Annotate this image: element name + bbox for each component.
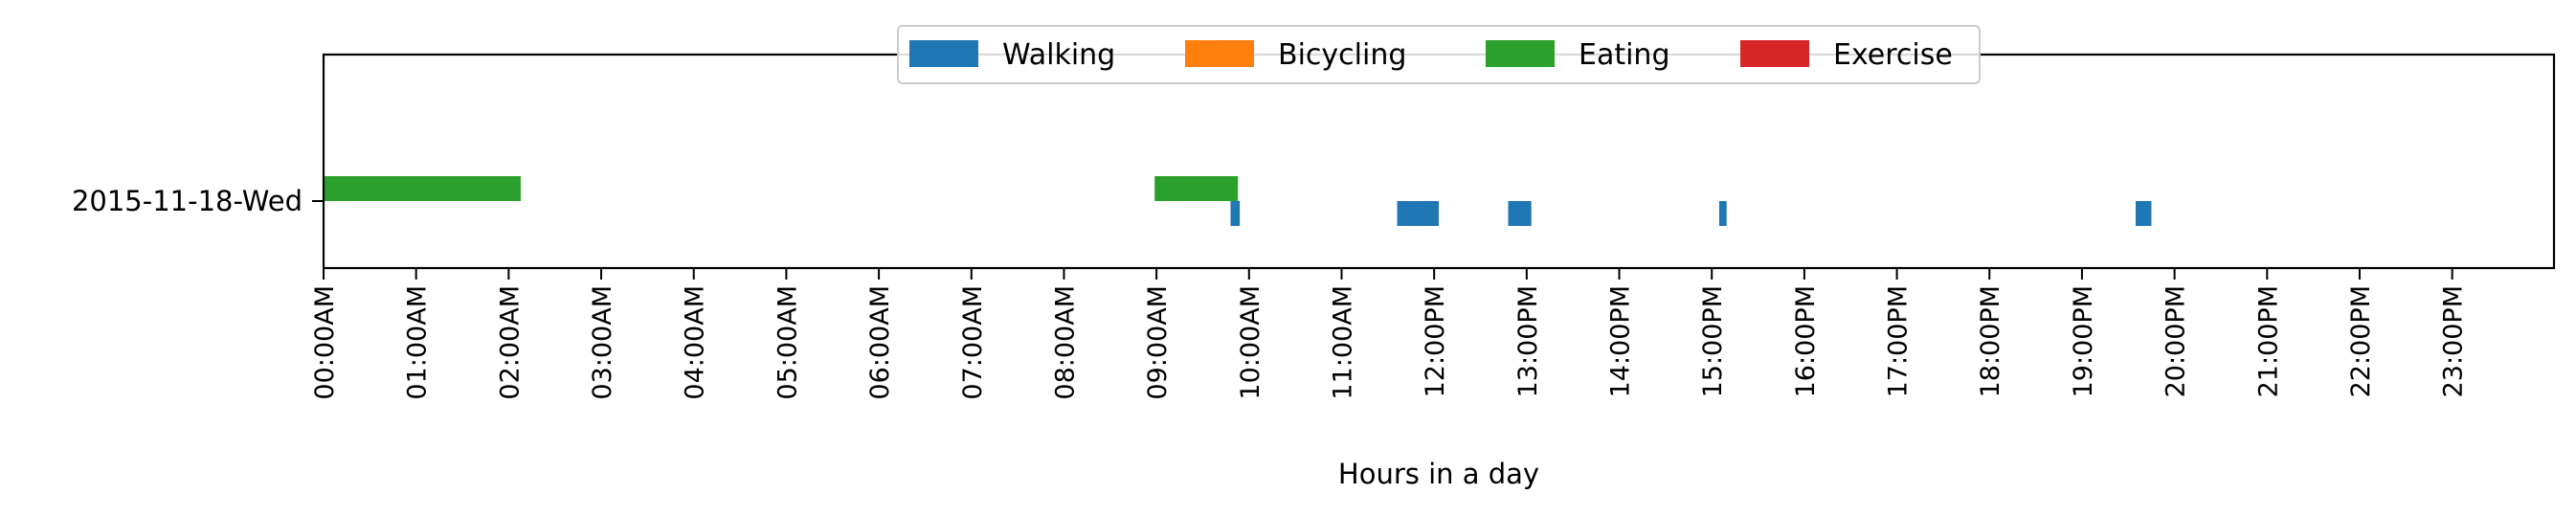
x-tick-label: 20:00PM	[2162, 285, 2191, 397]
x-tick-label: 10:00AM	[1236, 285, 1266, 400]
y-axis: 2015-11-18-Wed	[72, 185, 324, 217]
x-tick-label: 22:00PM	[2346, 285, 2376, 397]
x-tick-label: 14:00PM	[1606, 285, 1636, 397]
x-tick-label: 05:00AM	[773, 285, 802, 400]
legend-swatch-walking	[909, 40, 978, 67]
x-tick-label: 06:00AM	[865, 285, 895, 400]
x-tick-label: 01:00AM	[403, 285, 433, 400]
legend-swatch-bicycling	[1185, 40, 1254, 67]
x-tick-label: 16:00PM	[1791, 285, 1821, 397]
plot-frame	[322, 53, 2556, 270]
x-tick-label: 21:00PM	[2253, 285, 2283, 397]
x-tick-label: 13:00PM	[1513, 285, 1543, 397]
bar-walking-4	[2136, 201, 2152, 226]
bar-eating-0	[324, 176, 521, 201]
legend-swatch-exercise	[1740, 40, 1809, 67]
legend-swatch-eating	[1486, 40, 1555, 67]
x-tick-label: 03:00AM	[588, 285, 617, 400]
x-tick-label: 17:00PM	[1884, 285, 1914, 397]
x-tick-label: 18:00PM	[1976, 285, 2005, 397]
x-tick-label: 11:00AM	[1328, 285, 1357, 400]
x-tick-label: 07:00AM	[958, 285, 988, 400]
x-tick-label: 00:00AM	[310, 285, 340, 400]
x-tick-label: 04:00AM	[681, 285, 710, 400]
legend-label-walking: Walking	[1002, 38, 1115, 72]
x-tick-label: 02:00AM	[495, 285, 525, 400]
bar-walking-3	[1718, 201, 1727, 226]
x-tick-label: 12:00PM	[1421, 285, 1450, 397]
x-axis: 00:00AM 01:00AM 02:00AM 03:00AM 04:00AM 05:00…	[310, 268, 2469, 400]
legend-label-bicycling: Bicycling	[1278, 38, 1406, 72]
y-tick-label: 2015-11-18-Wed	[72, 185, 302, 217]
bars-layer	[324, 176, 2152, 226]
bar-walking-2	[1508, 201, 1532, 226]
x-tick-label: 23:00PM	[2439, 285, 2469, 397]
x-tick-label: 08:00AM	[1050, 285, 1080, 400]
legend: Walking Bicycling Eating Exercise	[897, 25, 1981, 84]
legend-label-eating: Eating	[1579, 38, 1670, 72]
bar-walking-0	[1230, 201, 1241, 226]
x-tick-label: 19:00PM	[2069, 285, 2098, 397]
x-tick-label: 09:00AM	[1143, 285, 1173, 400]
x-tick-label: 15:00PM	[1698, 285, 1728, 397]
legend-box	[897, 25, 1981, 84]
bar-walking-1	[1397, 201, 1439, 226]
x-axis-title: Hours in a day	[1338, 458, 1539, 490]
legend-label-exercise: Exercise	[1833, 38, 1953, 72]
bar-eating-1	[1154, 176, 1239, 201]
